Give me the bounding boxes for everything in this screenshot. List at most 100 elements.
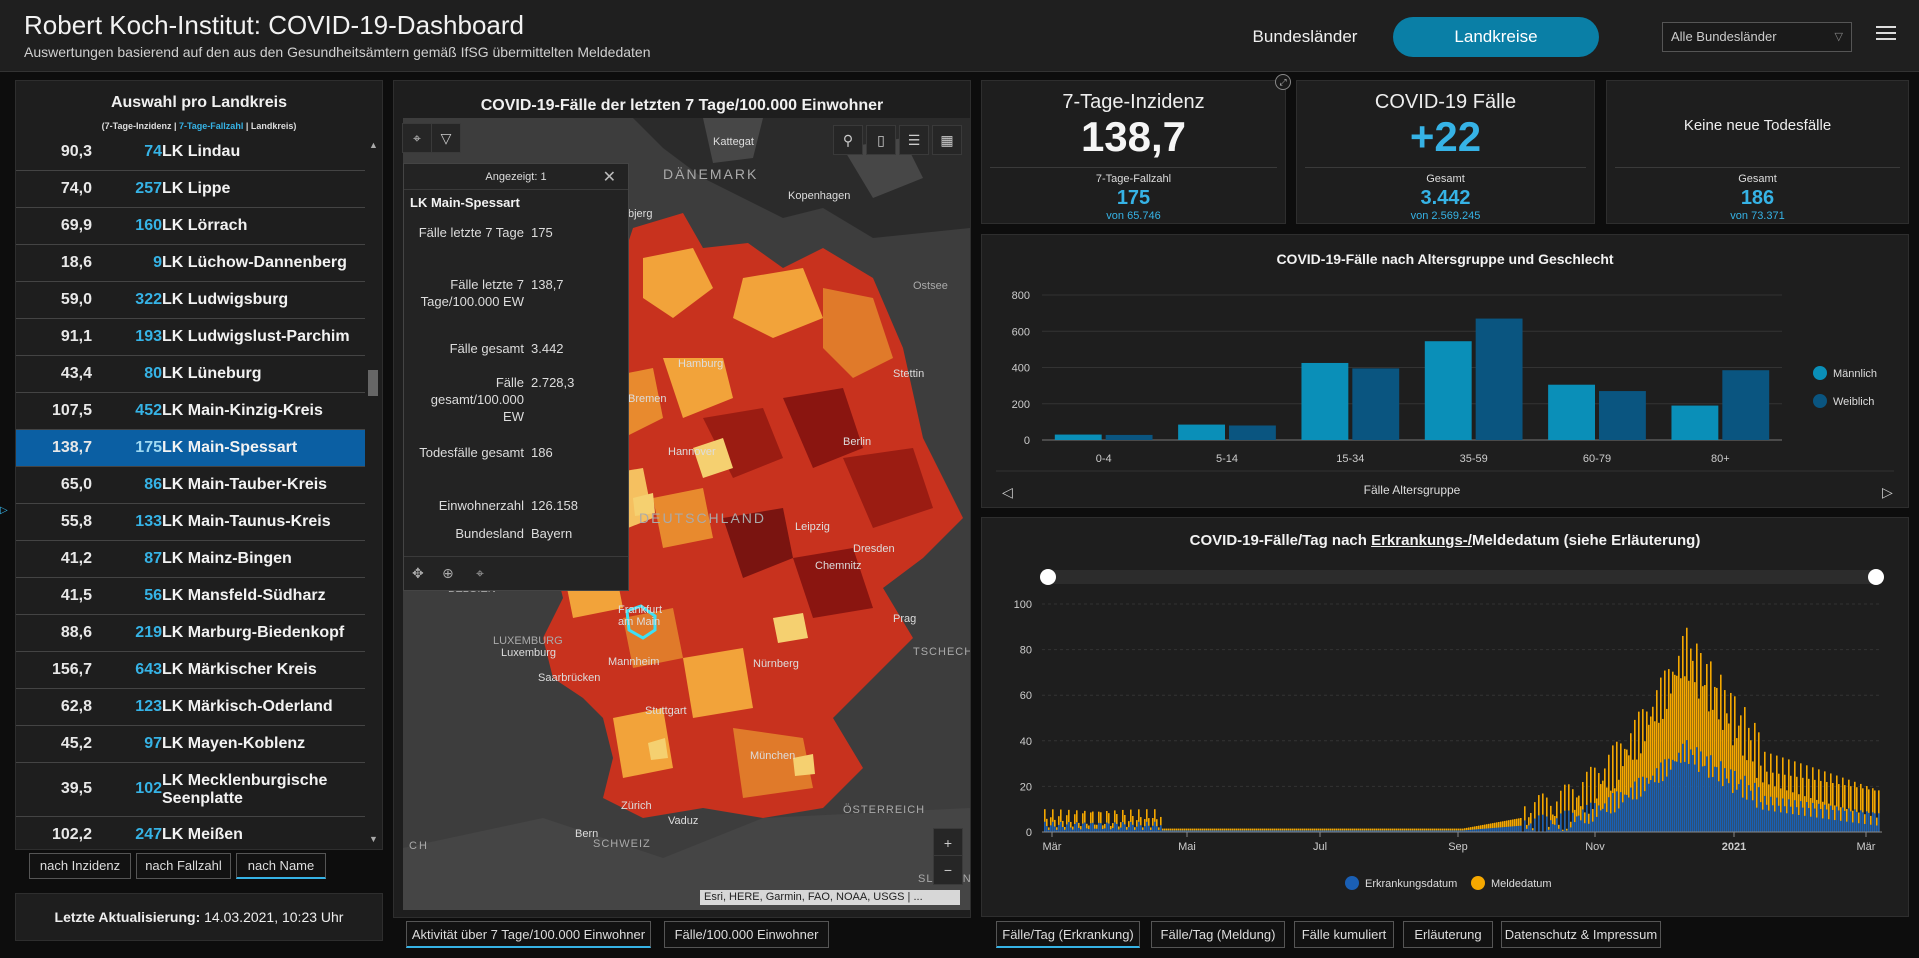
bar-meldedatum	[1402, 828, 1404, 832]
landkreis-list-item[interactable]: 156,7 643 LK Märkischer Kreis	[16, 652, 365, 689]
bar-meldedatum	[1844, 785, 1846, 832]
bar-meldedatum	[1622, 766, 1624, 832]
legend-marker	[1813, 366, 1827, 380]
bar-meldedatum	[1154, 809, 1156, 832]
bar-meldedatum	[1104, 823, 1106, 832]
bar-meldedatum	[1594, 767, 1596, 832]
map-label-kattegat: Kattegat	[713, 136, 754, 148]
bar-meldedatum	[1120, 822, 1122, 832]
select-tool-dropdown-icon[interactable]: ▽	[431, 123, 461, 153]
bar-meldedatum	[1106, 810, 1108, 832]
sort-by-incidence-button[interactable]: nach Inzidenz	[29, 853, 131, 879]
bar-erkrankungsdatum	[1468, 829, 1470, 832]
bar-meldedatum	[1804, 796, 1806, 832]
bar-erkrankungsdatum	[1142, 829, 1144, 832]
sort-by-cases-button[interactable]: nach Fallzahl	[136, 853, 231, 879]
bundesland-select[interactable]: Alle Bundesländer ▽	[1662, 22, 1852, 52]
landkreis-list-item[interactable]: 88,6 219 LK Marburg-Biedenkopf	[16, 615, 365, 652]
sort-by-name-button[interactable]: nach Name	[236, 853, 326, 879]
scrollbar-thumb[interactable]	[368, 370, 378, 396]
landkreis-list-item[interactable]: 65,0 86 LK Main-Tauber-Kreis	[16, 467, 365, 504]
landkreis-list-item[interactable]: 74,0 257 LK Lippe	[16, 171, 365, 208]
bar-erkrankungsdatum	[1776, 797, 1778, 832]
landkreis-list-item[interactable]: 43,4 80 LK Lüneburg	[16, 356, 365, 393]
bar-meldedatum	[1374, 828, 1376, 832]
bar-erkrankungsdatum	[1164, 830, 1166, 832]
landkreis-list-item[interactable]: 91,1 193 LK Ludwigslust-Parchim	[16, 319, 365, 356]
bar-weiblich	[1599, 391, 1646, 440]
list-scrollbar[interactable]: ▲ ▼	[368, 140, 378, 844]
bar-erkrankungsdatum	[1120, 827, 1122, 832]
tab-datenschutz[interactable]: Datenschutz & Impressum	[1501, 921, 1661, 948]
zoom-out-icon[interactable]: −	[933, 855, 963, 885]
pan-icon[interactable]: ✥	[412, 565, 424, 581]
kpi-deaths-sub-value: 186	[1740, 187, 1775, 209]
landkreis-list-item[interactable]: 18,6 9 LK Lüchow-Dannenberg	[16, 245, 365, 282]
map-tab-faelle[interactable]: Fälle/100.000 Einwohner	[664, 921, 829, 948]
bar-erkrankungsdatum	[1094, 828, 1096, 832]
bundeslaender-button[interactable]: Bundesländer	[1252, 27, 1358, 46]
bar-meldedatum	[1724, 690, 1726, 832]
landkreis-list-item[interactable]: 45,2 97 LK Mayen-Koblenz	[16, 726, 365, 763]
tab-erlaeuterung[interactable]: Erläuterung	[1403, 921, 1493, 948]
row-landkreis-name: LK Mayen-Koblenz	[162, 735, 306, 752]
landkreis-list-item[interactable]: 41,5 56 LK Mansfeld-Südharz	[16, 578, 365, 615]
close-icon[interactable]: ✕	[602, 169, 616, 186]
bar-erkrankungsdatum	[1218, 830, 1220, 832]
kpi-incidence-sub-value: 175	[1116, 187, 1151, 209]
sidebar-toggle-arrow[interactable]: ▷	[0, 505, 8, 516]
bar-meldedatum	[1096, 824, 1098, 832]
landkreis-list-item[interactable]: 90,3 74 LK Lindau	[16, 134, 365, 171]
zoom-to-icon[interactable]: ⊕	[442, 565, 454, 581]
tab-faelle-erkrankung[interactable]: Fälle/Tag (Erkrankung)	[996, 921, 1140, 948]
landkreis-list-item[interactable]: 107,5 452 LK Main-Kinzig-Kreis	[16, 393, 365, 430]
bar-erkrankungsdatum	[1240, 830, 1242, 832]
tab-faelle-kumuliert[interactable]: Fälle kumuliert	[1294, 921, 1394, 948]
hamburger-menu-icon[interactable]	[1876, 22, 1896, 42]
bar-erkrankungsdatum	[1578, 815, 1580, 832]
bar-meldedatum	[1086, 823, 1088, 832]
bar-meldedatum	[1244, 828, 1246, 832]
row-case-count: 56	[144, 587, 162, 604]
zoom-in-icon[interactable]: +	[933, 828, 963, 858]
landkreis-list-item[interactable]: 62,8 123 LK Märkisch-Oderland	[16, 689, 365, 726]
bar-meldedatum	[1226, 828, 1228, 832]
landkreis-list-item[interactable]: 69,9 160 LK Lörrach	[16, 208, 365, 245]
bar-erkrankungsdatum	[1254, 830, 1256, 832]
search-icon[interactable]: ⚲	[833, 125, 863, 155]
row-case-count: 175	[135, 439, 162, 456]
bar-meldedatum	[1418, 828, 1420, 832]
tab-faelle-meldung[interactable]: Fälle/Tag (Meldung)	[1151, 921, 1285, 948]
landkreis-list-item[interactable]: 138,7 175 LK Main-Spessart	[16, 430, 365, 467]
bar-meldedatum	[1176, 828, 1178, 832]
legend-list-icon[interactable]: ☰	[899, 125, 929, 155]
landkreis-list-item[interactable]: 102,2 247 LK Meißen	[16, 817, 365, 849]
y-tick-label: 800	[1012, 290, 1030, 302]
bar-meldedatum	[1406, 828, 1408, 832]
bar-erkrankungsdatum	[1130, 821, 1132, 832]
bar-erkrankungsdatum	[1416, 830, 1418, 832]
bar-meldedatum	[1296, 828, 1298, 832]
bar-erkrankungsdatum	[1398, 830, 1400, 832]
bar-meldedatum	[1728, 723, 1730, 832]
bar-erkrankungsdatum	[1406, 830, 1408, 832]
select-tool-icon[interactable]: ⌖	[402, 123, 432, 153]
landkreis-list-item[interactable]: 55,8 133 LK Main-Taunus-Kreis	[16, 504, 365, 541]
landkreise-button[interactable]: Landkreise	[1393, 17, 1599, 57]
bar-meldedatum	[1284, 828, 1286, 832]
basemap-grid-icon[interactable]: ▦	[932, 125, 962, 155]
bar-erkrankungsdatum	[1574, 822, 1576, 832]
landkreis-list-item[interactable]: 41,2 87 LK Mainz-Bingen	[16, 541, 365, 578]
bar-meldedatum	[1180, 828, 1182, 832]
bar-meldedatum	[1620, 743, 1622, 832]
select-feature-icon[interactable]: ⌖	[476, 565, 484, 581]
landkreis-list-item[interactable]: 59,0 322 LK Ludwigsburg	[16, 282, 365, 319]
expand-icon[interactable]: ⤢	[1275, 74, 1291, 90]
landkreis-list-item[interactable]: 39,5 102 LK Mecklenburgische Seenplatte	[16, 763, 365, 817]
bookmark-icon[interactable]: ▯	[866, 125, 896, 155]
bar-erkrankungsdatum	[1652, 775, 1654, 832]
bar-erkrankungsdatum	[1370, 830, 1372, 832]
map-tab-activity[interactable]: Aktivität über 7 Tage/100.000 Einwohner	[406, 921, 651, 948]
bar-meldedatum	[1580, 806, 1582, 832]
bar-erkrankungsdatum	[1814, 808, 1816, 832]
